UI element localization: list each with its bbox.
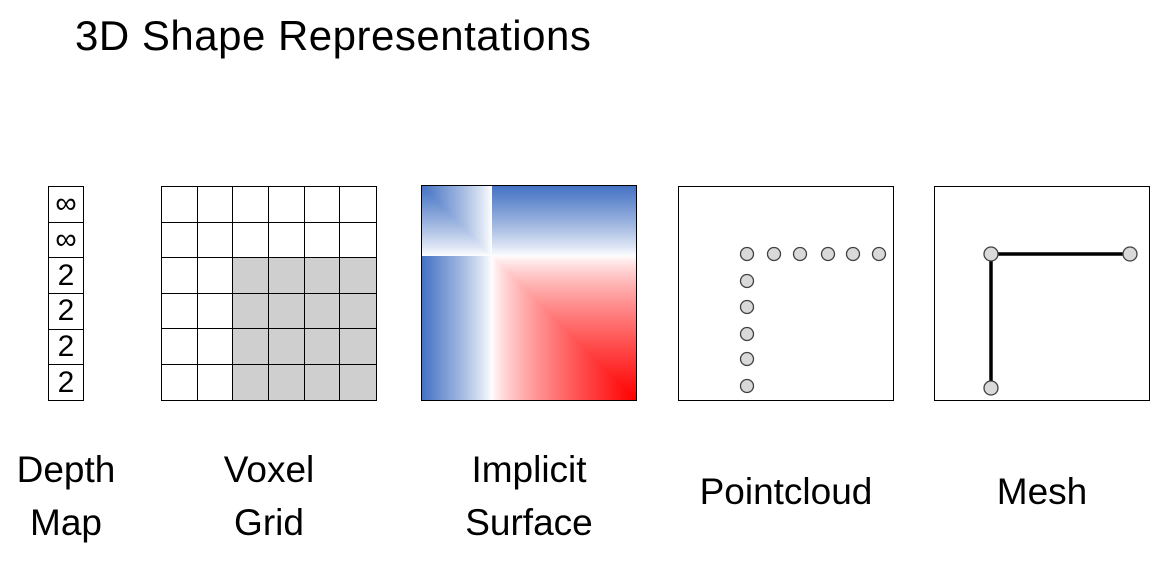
pointcloud-box: [678, 186, 894, 401]
voxel-filled: [233, 364, 269, 400]
depth-cell: 2: [57, 365, 75, 399]
page-title: 3D Shape Representations: [75, 12, 592, 59]
voxel-empty: [197, 258, 234, 294]
depth-map-label: Depth Map: [8, 443, 124, 549]
voxel-empty: [269, 187, 305, 223]
depth-map: ∞ ∞ 2 2 2 2: [48, 186, 84, 401]
implicit-surface-field: [422, 186, 636, 400]
pointcloud-point: [792, 246, 808, 262]
voxel-empty: [340, 187, 376, 223]
pointcloud-point: [845, 246, 861, 262]
depth-map-label-line2: Map: [30, 502, 102, 543]
implicit-surface: [421, 185, 637, 401]
mesh-label: Mesh: [996, 471, 1088, 512]
mesh-vertex: [983, 380, 999, 396]
voxel-empty: [197, 222, 234, 258]
implicit-surface-label-line2: Surface: [465, 502, 593, 543]
voxel-filled: [304, 329, 341, 365]
voxel-filled: [269, 258, 305, 294]
voxel-empty: [162, 364, 198, 400]
voxel-filled: [304, 364, 341, 400]
voxel-grid: [161, 186, 377, 401]
mesh-vertex: [1122, 246, 1138, 262]
pointcloud-point: [871, 246, 887, 262]
voxel-empty: [233, 187, 269, 223]
voxel-empty: [162, 258, 198, 294]
voxel-filled: [304, 258, 341, 294]
depth-map-label-line1: Depth: [16, 449, 116, 490]
depth-cell: 2: [49, 258, 83, 295]
pointcloud-point: [739, 326, 755, 342]
depth-cell: ∞: [49, 187, 83, 223]
voxel-empty: [340, 222, 376, 258]
pointcloud-point: [766, 246, 782, 262]
voxel-empty: [197, 329, 234, 365]
depth-cell: 2: [49, 294, 83, 330]
voxel-filled: [233, 293, 269, 329]
voxel-empty: [162, 187, 198, 223]
voxel-empty: [197, 364, 234, 400]
depth-cell: ∞: [49, 223, 83, 259]
mesh-vertex: [983, 246, 999, 262]
voxel-filled: [340, 258, 376, 294]
pointcloud-label: Pointcloud: [699, 471, 873, 512]
voxel-empty: [162, 222, 198, 258]
mesh-plot: [983, 246, 1138, 396]
implicit-surface-label: Implicit Surface: [444, 443, 614, 549]
voxel-filled: [269, 364, 305, 400]
mesh-box: [934, 186, 1150, 401]
pointcloud-point: [739, 246, 755, 262]
voxel-filled: [233, 329, 269, 365]
pointcloud-point: [820, 246, 836, 262]
voxel-grid-label-line1: Voxel: [223, 449, 315, 490]
voxel-filled: [269, 329, 305, 365]
voxel-empty: [304, 222, 341, 258]
pointcloud-point: [739, 351, 755, 367]
voxel-empty: [197, 187, 234, 223]
voxel-empty: [233, 222, 269, 258]
pointcloud-point: [739, 299, 755, 315]
pointcloud-point: [739, 273, 755, 289]
voxel-filled: [269, 293, 305, 329]
voxel-empty: [162, 329, 198, 365]
voxel-empty: [162, 293, 198, 329]
voxel-empty: [197, 293, 234, 329]
voxel-filled: [340, 293, 376, 329]
pointcloud-plot: [739, 246, 887, 394]
voxel-empty: [269, 222, 305, 258]
voxel-empty: [304, 187, 341, 223]
voxel-filled: [233, 258, 269, 294]
implicit-surface-label-line1: Implicit: [471, 449, 587, 490]
voxel-filled: [340, 329, 376, 365]
voxel-grid-label-line2: Grid: [234, 502, 304, 543]
depth-cell: 2: [49, 330, 83, 366]
pointcloud-point: [739, 378, 755, 394]
voxel-filled: [304, 293, 341, 329]
voxel-filled: [340, 364, 376, 400]
voxel-grid-label: Voxel Grid: [199, 443, 339, 549]
